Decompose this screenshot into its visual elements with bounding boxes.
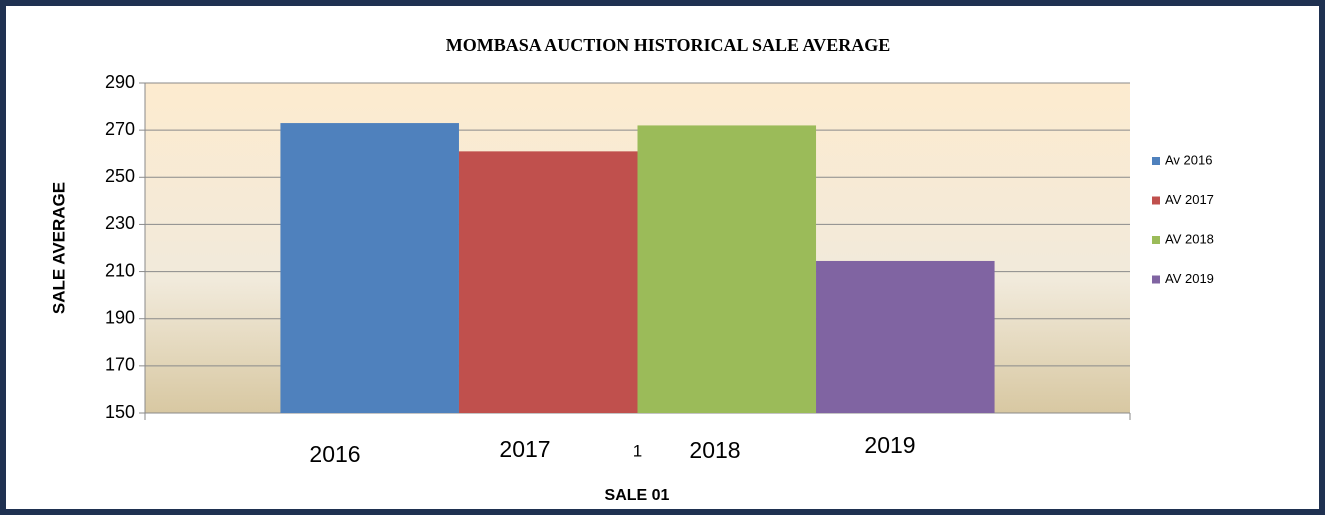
x-tick-label: 1 (633, 441, 642, 460)
bar (637, 125, 817, 413)
y-tick-label: 270 (105, 119, 135, 139)
legend-label: AV 2018 (1165, 231, 1214, 246)
y-tick-label: 250 (105, 166, 135, 186)
bar (458, 151, 638, 413)
annotation: 2017 (499, 436, 550, 462)
legend-label: Av 2016 (1165, 152, 1212, 167)
annotation: 2016 (309, 441, 360, 467)
legend-swatch (1152, 236, 1160, 244)
y-tick-label: 170 (105, 355, 135, 375)
legend-swatch (1152, 157, 1160, 165)
y-tick-label: 290 (105, 72, 135, 92)
annotation: 2019 (864, 432, 915, 458)
y-axis-label: SALE AVERAGE (49, 182, 68, 314)
annotation: 2018 (689, 437, 740, 463)
y-tick-label: 150 (105, 402, 135, 422)
y-tick-label: 190 (105, 307, 135, 327)
legend-swatch (1152, 275, 1160, 284)
y-tick-label: 210 (105, 260, 135, 280)
y-tick-label: 230 (105, 213, 135, 233)
bar (280, 123, 459, 414)
x-axis-label: SALE 01 (605, 487, 670, 504)
bar (816, 260, 995, 413)
legend-label: AV 2019 (1165, 271, 1214, 286)
legend-label: AV 2017 (1165, 192, 1214, 207)
legend-swatch (1152, 196, 1160, 205)
chart-title: MOMBASA AUCTION HISTORICAL SALE AVERAGE (446, 35, 890, 55)
